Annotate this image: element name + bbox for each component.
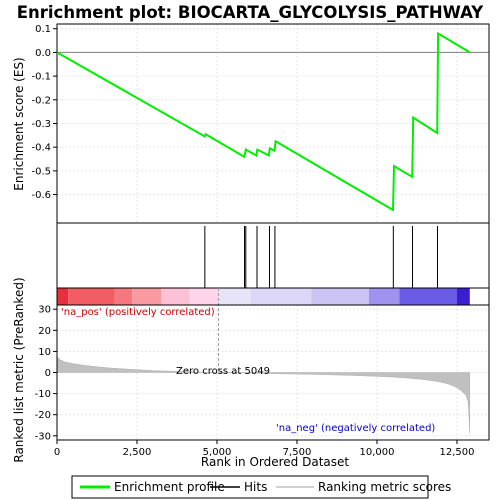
legend-label: Ranking metric scores [318, 480, 451, 494]
color-bar-segment [251, 288, 312, 305]
negative-correlation-label: 'na_neg' (negatively correlated) [276, 423, 435, 434]
metric-y-tick-label: 10 [38, 347, 51, 358]
es-y-tick-label: 0.0 [35, 48, 51, 59]
x-tick-label: 2,500 [123, 447, 152, 458]
enrichment-profile-line [57, 34, 470, 211]
color-bar-segment [369, 288, 399, 305]
legend: Enrichment profile Hits Ranking metric sco… [80, 480, 451, 494]
color-bar-segment [190, 288, 219, 305]
legend-label: Enrichment profile [114, 480, 225, 494]
x-axis-label: Rank in Ordered Dataset [201, 455, 349, 469]
chart-title: Enrichment plot: BIOCARTA_GLYCOLYSIS_PAT… [17, 3, 485, 22]
legend-label: Hits [244, 480, 267, 494]
zero-cross-label: Zero cross at 5049 [176, 366, 270, 377]
color-bar-segment [219, 288, 251, 305]
x-tick-label: 0 [54, 447, 60, 458]
es-y-tick-label: -0.2 [31, 95, 51, 106]
metric-y-axis-label: Ranked list metric (PreRanked) [12, 277, 26, 462]
es-y-tick-label: -0.4 [31, 143, 51, 154]
metric-y-tick-label: 20 [38, 326, 51, 337]
es-y-tick-label: -0.5 [31, 166, 51, 177]
es-y-tick-label: -0.6 [31, 190, 51, 201]
metric-y-tick-label: -20 [35, 410, 51, 421]
es-y-axis: 0.1 0.0 -0.1 -0.2 -0.3 -0.4 -0.5 -0.6 [31, 24, 57, 201]
metric-y-axis: 30 20 10 0 -10 -20 -30 [35, 305, 57, 443]
color-bar-segment [457, 288, 470, 305]
ranking-color-bar [57, 288, 470, 305]
color-bar-segment [115, 288, 133, 305]
metric-y-tick-label: 30 [38, 305, 51, 316]
positive-correlation-label: 'na_pos' (positively correlated) [61, 307, 215, 318]
color-bar-segment [399, 288, 457, 305]
x-tick-label: 10,000 [360, 447, 395, 458]
es-y-tick-label: -0.3 [31, 119, 51, 130]
es-y-tick-label: -0.1 [31, 72, 51, 83]
metric-y-tick-label: -10 [35, 389, 51, 400]
metric-y-tick-label: -30 [35, 431, 51, 442]
color-bar-segment [132, 288, 161, 305]
color-bar-segment [311, 288, 369, 305]
es-y-axis-label: Enrichment score (ES) [12, 57, 26, 190]
color-bar-segment [57, 288, 68, 305]
es-y-tick-label: 0.1 [35, 24, 51, 35]
color-bar-segment [161, 288, 190, 305]
color-bar-segment [68, 288, 114, 305]
x-tick-label: 12,500 [440, 447, 475, 458]
metric-y-tick-label: 0 [45, 368, 51, 379]
hits-panel-frame [57, 223, 489, 288]
